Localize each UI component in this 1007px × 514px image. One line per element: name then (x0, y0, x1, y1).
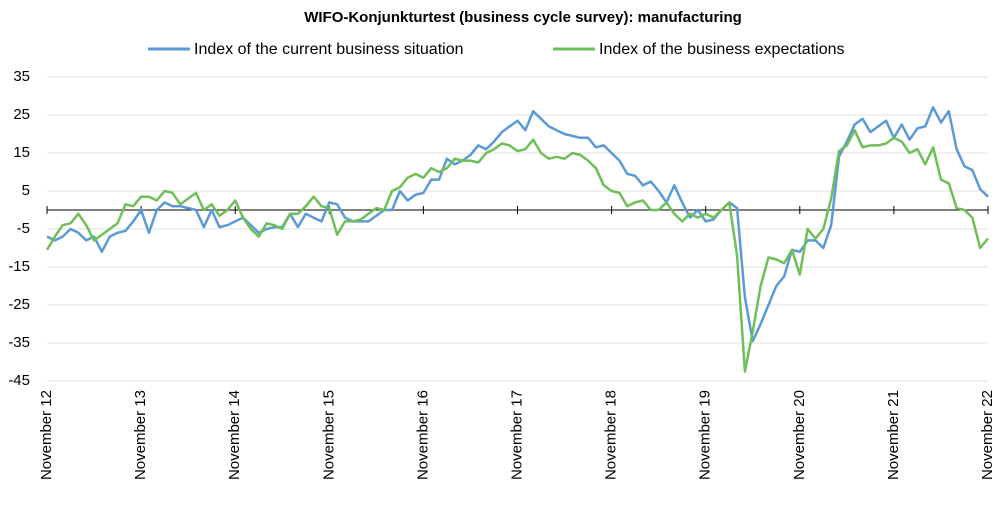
series-line (46, 106, 989, 343)
series-line (45, 128, 989, 373)
y-tick-label: -45 (8, 372, 30, 389)
x-tick-label: November 19 (697, 390, 714, 480)
y-tick-label: 25 (13, 106, 30, 123)
x-tick-label: November 16 (414, 390, 431, 480)
x-tick-label: November 17 (508, 390, 525, 480)
chart-title: WIFO-Konjunkturtest (business cycle surv… (304, 9, 742, 26)
y-tick-label: -25 (8, 296, 30, 313)
x-tick-label: November 14 (226, 390, 243, 480)
x-tick-label: November 18 (603, 390, 620, 480)
x-tick-label: November 15 (320, 390, 337, 480)
x-tick-label: November 20 (791, 390, 808, 480)
x-tick-label: November 12 (38, 390, 55, 480)
legend-label: Index of the current business situation (194, 41, 464, 58)
y-tick-label: 5 (22, 182, 30, 199)
y-tick-label: 15 (13, 144, 30, 161)
legend-label: Index of the business expectations (599, 41, 845, 58)
x-tick-label: November 21 (885, 390, 902, 480)
y-tick-label: -35 (8, 334, 30, 351)
y-tick-label: -5 (17, 220, 30, 237)
x-tick-label: November 22 (979, 390, 996, 480)
y-tick-label: -15 (8, 258, 30, 275)
x-tick-label: November 13 (132, 390, 149, 480)
y-tick-label: 35 (13, 68, 30, 85)
